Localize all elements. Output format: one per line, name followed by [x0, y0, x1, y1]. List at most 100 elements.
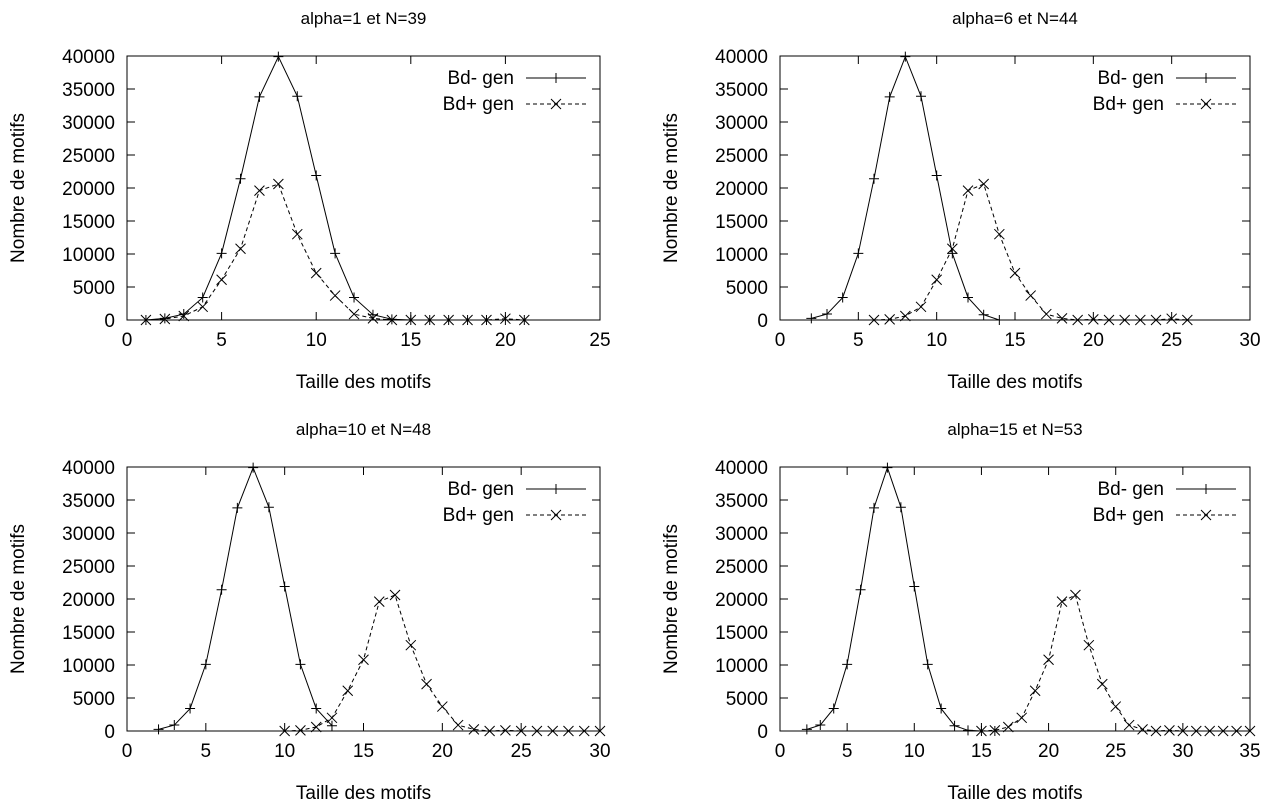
x-tick-label: 30 [1239, 330, 1260, 351]
data-point [159, 313, 171, 325]
data-point [216, 274, 227, 286]
data-point [962, 185, 974, 196]
data-point [373, 596, 385, 607]
data-point [837, 292, 848, 303]
x-tick-label: 5 [853, 330, 864, 351]
data-point [828, 703, 839, 714]
data-point [993, 228, 1005, 240]
data-point [292, 91, 303, 102]
y-tick-label: 5000 [73, 278, 115, 299]
data-point [348, 308, 360, 320]
y-tick-label: 20000 [62, 179, 115, 200]
y-tick-label: 5000 [726, 689, 768, 710]
series-line [981, 594, 1250, 732]
data-point [326, 712, 338, 724]
data-point [1040, 308, 1052, 320]
x-tick-label: 0 [122, 330, 133, 351]
x-tick-label: 20 [495, 330, 516, 351]
y-axis-label: Nombre de motifs [8, 113, 29, 263]
data-point [462, 314, 473, 326]
series-bd-plus-gen [279, 589, 606, 737]
legend-sample-marker [551, 484, 561, 494]
legend-label: Bd+ gen [443, 94, 514, 115]
y-tick-label: 30000 [715, 113, 768, 134]
data-point [1119, 314, 1131, 326]
data-point [989, 724, 1001, 736]
data-point [263, 502, 274, 513]
data-point [140, 314, 152, 326]
x-axis-label: Taille des motifs [947, 783, 1082, 804]
y-tick-label: 0 [757, 722, 768, 743]
data-point [842, 659, 853, 670]
plot-frame [126, 55, 601, 321]
y-tick-label: 0 [104, 722, 115, 743]
data-point [1103, 314, 1115, 326]
data-point [801, 724, 812, 735]
legend-label: Bd+ gen [1093, 505, 1164, 526]
data-point [978, 178, 990, 190]
data-point [963, 725, 973, 736]
data-point [806, 313, 817, 324]
y-tick-label: 30000 [715, 524, 768, 545]
y-axis-label: Nombre de motifs [8, 524, 29, 674]
x-tick-label: 5 [201, 741, 212, 762]
y-tick-label: 35000 [715, 80, 768, 101]
legend-label: Bd+ gen [1093, 94, 1164, 115]
data-point [329, 290, 341, 301]
y-tick-label: 0 [757, 311, 768, 332]
data-point [1056, 312, 1068, 324]
data-point [900, 51, 911, 62]
y-tick-label: 20000 [715, 179, 768, 200]
legend-label: Bd- gen [447, 68, 514, 89]
chart-panel-4: alpha=15 et N=53 Taille des motifs Nombre … [661, 420, 1261, 804]
data-point [295, 724, 306, 736]
data-point [1177, 725, 1189, 737]
data-point [1002, 721, 1014, 733]
data-point [1056, 596, 1068, 607]
data-point [1087, 313, 1099, 325]
data-point [235, 243, 246, 255]
data-point [1016, 712, 1028, 724]
x-tick-label: 5 [216, 330, 227, 351]
data-point [1096, 678, 1108, 690]
data-point [311, 170, 322, 181]
y-tick-label: 35000 [715, 491, 768, 512]
x-tick-label: 20 [1038, 741, 1059, 762]
data-point [931, 170, 942, 181]
data-point [310, 721, 322, 733]
chart-panel-3: alpha=10 et N=48 Taille des motifs Nombre … [8, 420, 611, 804]
data-point [1164, 724, 1175, 736]
data-point [500, 315, 511, 325]
x-tick-label: 25 [511, 741, 532, 762]
y-tick-label: 20000 [715, 590, 768, 611]
data-point [216, 584, 227, 595]
x-tick-label: 25 [1105, 741, 1126, 762]
y-tick-label: 15000 [715, 623, 768, 644]
data-point [178, 309, 189, 320]
data-point [421, 678, 432, 690]
series-bd-plus-gen [140, 178, 530, 326]
legend-sample-marker [1201, 73, 1211, 83]
plot-frame [779, 55, 1251, 321]
data-point [822, 309, 832, 320]
series-bd-minus-gen [801, 462, 1000, 736]
y-axis-label: Nombre de motifs [661, 524, 682, 674]
data-point [405, 314, 417, 326]
legend-sample-marker [550, 98, 562, 110]
y-tick-label: 10000 [715, 245, 768, 266]
data-point [916, 91, 926, 102]
data-point [197, 292, 208, 303]
legend-sample-marker [1200, 98, 1212, 110]
data-point [869, 502, 879, 513]
legend-label: Bd- gen [1097, 479, 1164, 500]
data-point [310, 267, 322, 279]
y-tick-label: 25000 [62, 146, 115, 167]
series-bd-plus-gen [976, 589, 1256, 737]
series-line [873, 183, 1188, 321]
series-bd-minus-gen [153, 462, 337, 735]
data-point [436, 701, 448, 712]
x-tick-label: 10 [904, 741, 925, 762]
data-point [947, 248, 958, 259]
data-point [915, 301, 927, 313]
x-tick-label: 15 [400, 330, 421, 351]
